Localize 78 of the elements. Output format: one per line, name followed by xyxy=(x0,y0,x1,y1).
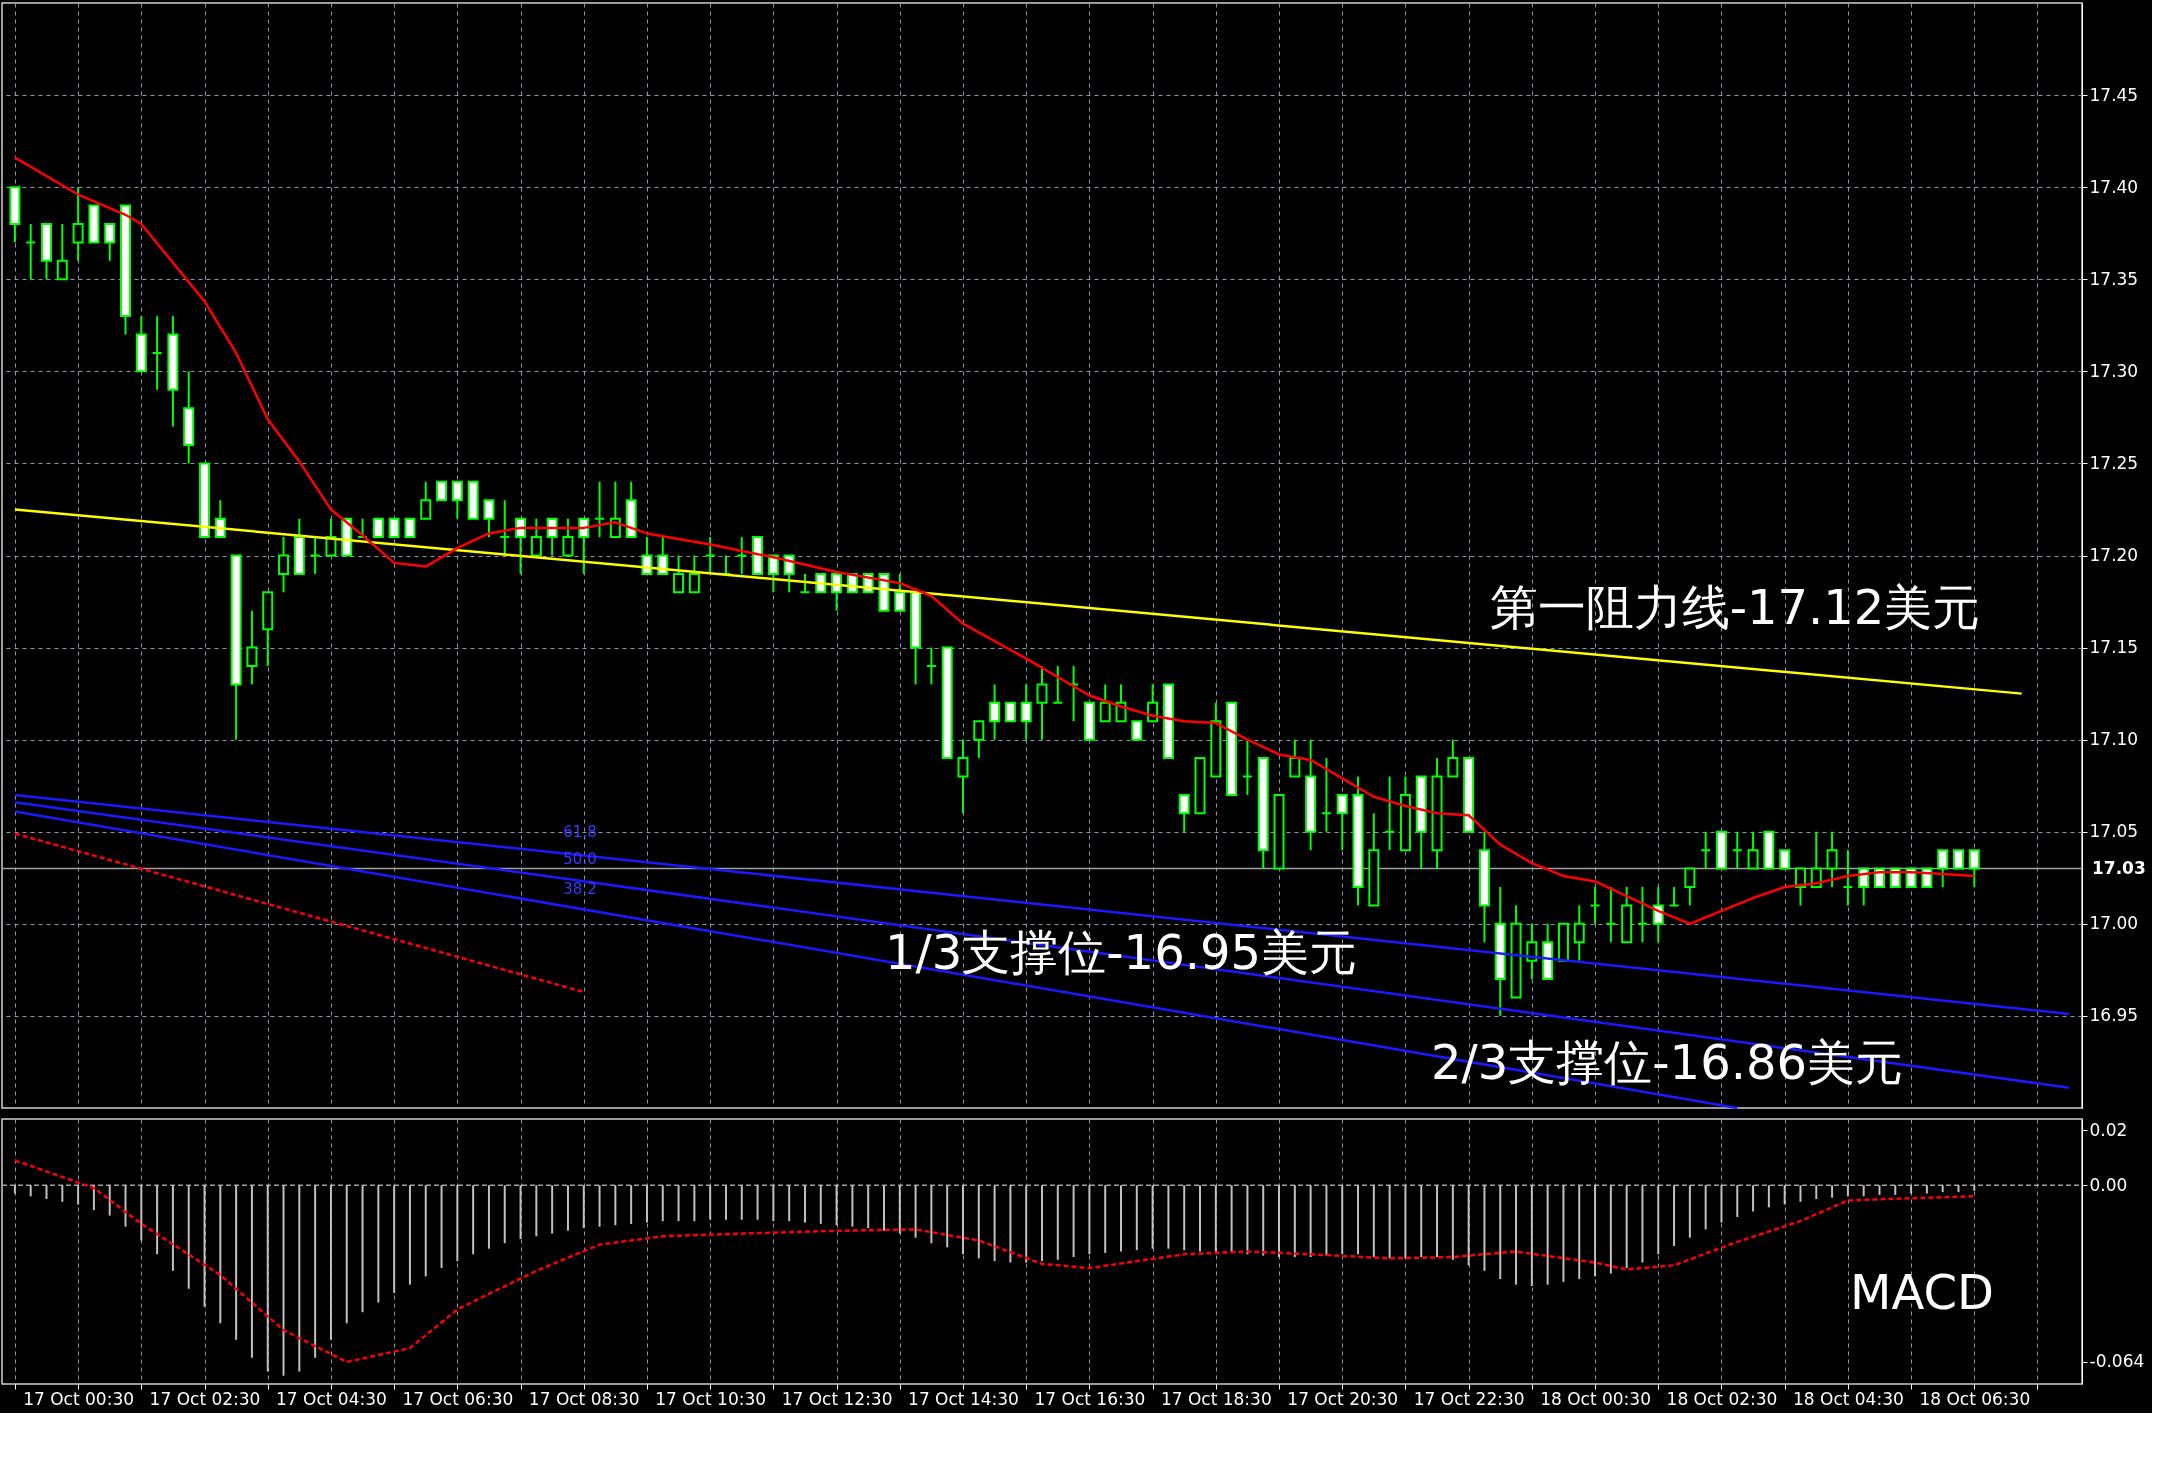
annotation: 第一阻力线-17.12美元 xyxy=(1489,579,1981,635)
candlestick xyxy=(1020,683,1032,741)
x-tick-label: 17 Oct 10:30 xyxy=(655,1388,767,1409)
x-tick-label: 17 Oct 18:30 xyxy=(1160,1388,1272,1409)
candlestick xyxy=(451,480,463,520)
candlestick xyxy=(104,223,116,262)
candlestick xyxy=(1289,738,1301,778)
y-tick-label: 17.30 xyxy=(2089,360,2139,381)
y-tick-label: 17.10 xyxy=(2089,729,2139,750)
candlestick xyxy=(1684,867,1696,907)
x-tick-label: 18 Oct 02:30 xyxy=(1666,1388,1778,1409)
candlestick xyxy=(1036,665,1048,741)
y-tick-label: 17.35 xyxy=(2089,268,2139,289)
candlestick xyxy=(957,738,969,815)
candlestick xyxy=(1178,793,1190,833)
x-tick-label: 17 Oct 08:30 xyxy=(528,1388,640,1409)
candlestick xyxy=(673,554,685,594)
candlestick xyxy=(1573,904,1585,962)
x-tick-label: 17 Oct 14:30 xyxy=(908,1388,1019,1409)
x-tick-label: 17 Oct 02:30 xyxy=(149,1388,261,1409)
annotation: MACD xyxy=(1850,1264,1994,1320)
candlestick xyxy=(483,499,495,539)
annotation: 50.0 xyxy=(563,850,597,868)
candlestick xyxy=(1004,701,1016,723)
candlestick xyxy=(404,517,416,539)
candlestick xyxy=(372,517,384,539)
candlestick xyxy=(1937,849,1949,888)
x-tick-label: 18 Oct 04:30 xyxy=(1792,1388,1904,1409)
candlestick xyxy=(420,480,432,520)
candlestick xyxy=(688,554,700,594)
candlestick xyxy=(1652,886,1664,944)
candlestick xyxy=(546,517,558,557)
x-tick-label: 17 Oct 16:30 xyxy=(1034,1388,1146,1409)
x-tick-label: 17 Oct 06:30 xyxy=(402,1388,514,1409)
candlestick xyxy=(1952,849,1964,870)
line-series xyxy=(13,156,1976,926)
candlestick xyxy=(1099,683,1111,723)
y-tick-label: 17.05 xyxy=(2089,821,2139,842)
candlestick xyxy=(1526,922,1538,981)
y-tick-label: 0.02 xyxy=(2089,1119,2128,1140)
candlestick xyxy=(894,572,906,612)
candlestick xyxy=(1747,830,1759,870)
candlestick xyxy=(246,609,258,686)
y-tick-label: 17.40 xyxy=(2089,176,2139,197)
y-tick-label: 17.20 xyxy=(2089,545,2139,565)
y-tick-label: -0.064 xyxy=(2089,1351,2145,1372)
candlestick xyxy=(989,683,1001,741)
y-tick-label: 17.45 xyxy=(2089,84,2139,105)
x-tick-label: 17 Oct 12:30 xyxy=(781,1388,893,1409)
candlestick xyxy=(1826,830,1838,888)
annotation: 61.8 xyxy=(563,823,597,841)
ref-line-label: 17.03 xyxy=(2092,857,2146,878)
x-tick-label: 17 Oct 00:30 xyxy=(23,1388,135,1409)
x-tick-label: 18 Oct 06:30 xyxy=(1919,1388,2031,1409)
candlestick xyxy=(1336,793,1348,852)
y-tick-label: 17.15 xyxy=(2089,637,2139,658)
candlestick xyxy=(278,536,290,594)
candlestick xyxy=(1779,849,1791,870)
candlestick xyxy=(562,517,574,557)
y-tick-label: 16.95 xyxy=(2089,1005,2139,1026)
y-tick-label: 17.25 xyxy=(2089,452,2139,473)
y-tick-label: 17.00 xyxy=(2089,913,2139,934)
y-tick-label: 0.00 xyxy=(2089,1174,2128,1195)
x-tick-label: 17 Oct 20:30 xyxy=(1287,1388,1399,1409)
x-tick-label: 18 Oct 00:30 xyxy=(1540,1388,1651,1409)
candlestick xyxy=(1447,738,1459,778)
candlestick xyxy=(973,720,985,760)
candlestick xyxy=(325,517,337,557)
x-tick-label: 17 Oct 22:30 xyxy=(1413,1388,1525,1409)
candlestick xyxy=(72,186,84,262)
candlestick xyxy=(56,223,68,281)
candlestick xyxy=(1968,849,1980,888)
candlestick xyxy=(1131,720,1143,741)
annotation: 38.2 xyxy=(563,880,597,898)
candlestick xyxy=(530,517,542,557)
candlestick xyxy=(388,517,400,539)
candlestick xyxy=(436,480,448,502)
x-tick-label: 17 Oct 04:30 xyxy=(276,1388,387,1409)
